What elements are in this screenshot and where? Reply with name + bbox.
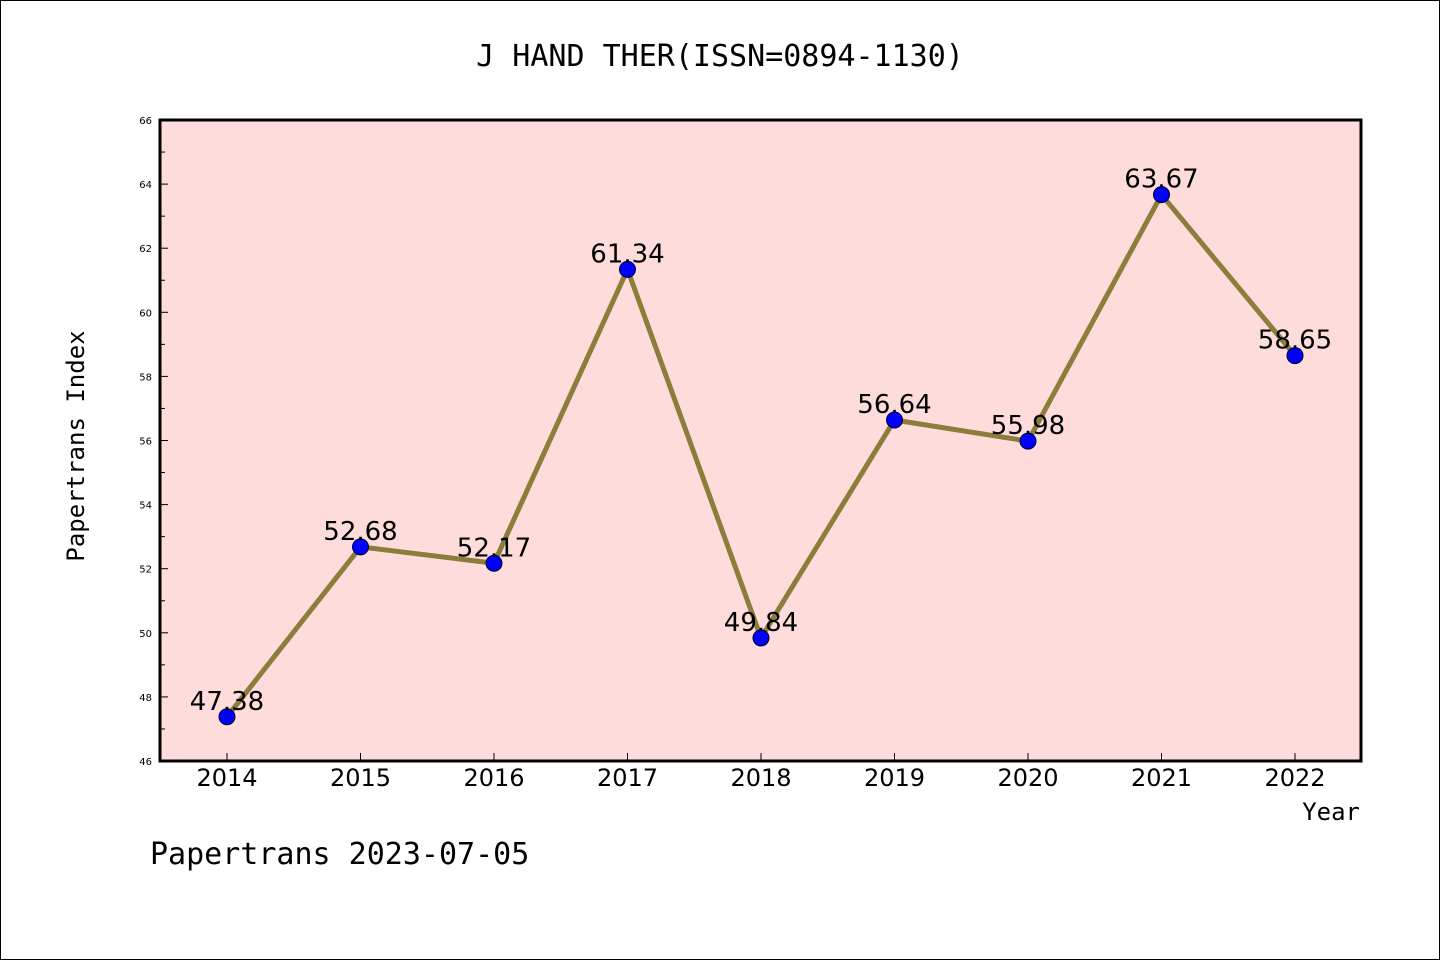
data-point: [1286, 347, 1304, 365]
data-point: [886, 411, 903, 429]
data-label: 63.67: [1124, 165, 1198, 195]
y-tick-label: 66: [139, 116, 152, 127]
y-tick-label: 46: [139, 757, 152, 768]
data-label: 49.84: [724, 608, 798, 638]
x-tick-label: 2021: [1131, 764, 1192, 792]
x-tick-label: 2022: [1264, 764, 1325, 792]
y-tick-label: 58: [139, 372, 152, 383]
x-tick-label: 2018: [730, 764, 791, 792]
data-point: [485, 554, 503, 572]
data-labels: 47.38 52.68 52.17 61.34 49.84 56.64 55.98 63.67…: [190, 165, 1332, 717]
y-tick-label: 62: [139, 244, 152, 255]
data-label: 61.34: [590, 239, 664, 269]
data-point: [218, 708, 236, 726]
x-tick-label: 2015: [330, 764, 391, 792]
data-point: [1153, 186, 1170, 204]
y-tick-label: 60: [139, 308, 152, 319]
footer-credit: Papertrans 2023-07-05: [150, 837, 529, 872]
data-label: 52.17: [457, 533, 531, 563]
x-tick-label: 2020: [997, 764, 1058, 792]
y-tick-label: 54: [139, 501, 152, 512]
data-point: [752, 629, 770, 647]
y-axis-label: Papertrans Index: [62, 330, 90, 561]
x-tick-label: 2017: [597, 764, 658, 792]
y-tick-label: 56: [139, 437, 152, 448]
data-points: [218, 186, 1304, 726]
chart-title: J HAND THER(ISSN=0894-1130): [476, 39, 964, 74]
x-axis-label: Year: [1302, 798, 1360, 826]
data-label: 58.65: [1258, 326, 1332, 356]
x-tick-label: 2014: [196, 764, 257, 792]
data-point: [1019, 432, 1037, 450]
x-axis: 2014 2015 2016 2017 2018 2019 2020 2021 2022: [196, 753, 1326, 792]
plot-area: [158, 118, 1363, 763]
x-tick-label: 2019: [864, 764, 925, 792]
y-tick-label: 52: [139, 565, 152, 576]
data-point: [352, 538, 369, 556]
y-tick-label: 48: [139, 693, 152, 704]
data-label: 52.68: [323, 517, 397, 547]
data-label: 56.64: [857, 390, 931, 420]
y-axis: 46 48 50 52 54 56 58 60 62 64 66: [139, 116, 168, 768]
data-point: [619, 260, 636, 278]
x-tick-label: 2016: [463, 764, 524, 792]
y-tick-label: 64: [139, 180, 152, 191]
data-label: 55.98: [991, 411, 1065, 441]
y-tick-label: 50: [139, 629, 152, 640]
data-label: 47.38: [190, 687, 264, 717]
